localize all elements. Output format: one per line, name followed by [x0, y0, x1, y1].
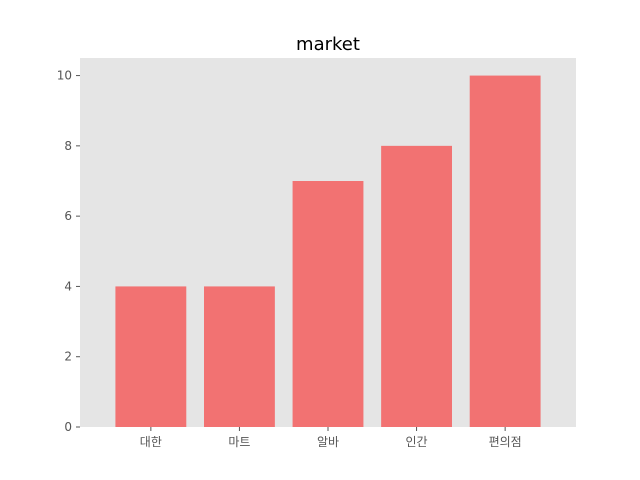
x-tick-label: 알바: [317, 435, 339, 449]
y-tick-label: 4: [64, 279, 72, 293]
x-axis: 대한 마트 알바 인간 편의점: [140, 427, 522, 449]
y-tick-label: 10: [57, 69, 72, 83]
y-tick-label: 6: [64, 209, 72, 223]
x-tick-label: 인간: [406, 435, 428, 449]
x-tick-label: 마트: [228, 435, 250, 449]
y-tick-label: 2: [64, 350, 72, 364]
x-tick-label: 편의점: [489, 435, 522, 449]
y-axis: 0 2 4 6 8 10: [57, 69, 80, 434]
bars-group: [115, 75, 541, 428]
y-tick-label: 0: [64, 420, 72, 434]
chart-title: market: [296, 34, 360, 55]
bar-2: [204, 286, 275, 427]
x-tick-label: 대한: [140, 435, 162, 449]
bar-4: [381, 145, 452, 427]
bar-3: [292, 181, 364, 427]
bar-1: [115, 286, 187, 427]
bar-5: [469, 75, 541, 428]
y-tick-label: 8: [64, 139, 72, 153]
